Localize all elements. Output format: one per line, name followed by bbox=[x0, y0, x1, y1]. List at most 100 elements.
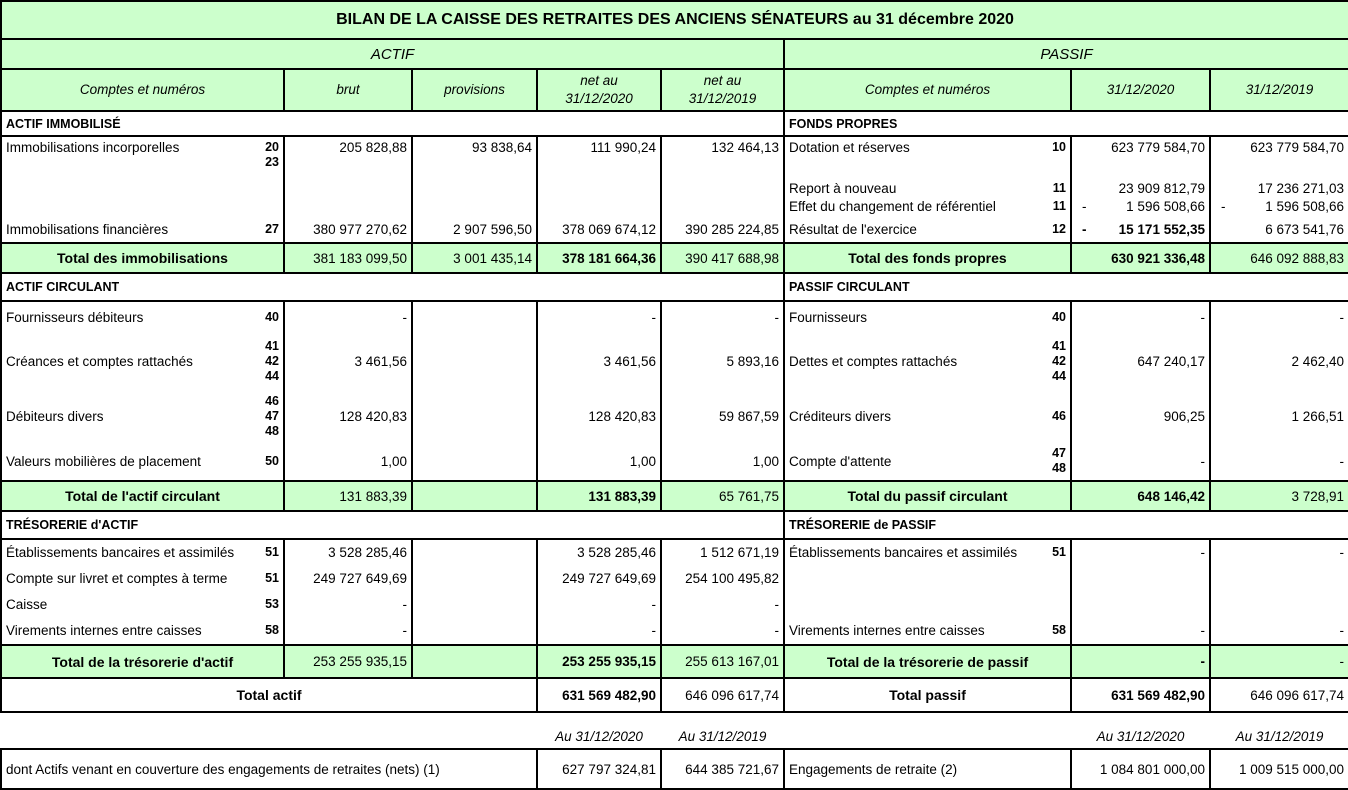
value-cell: - bbox=[1210, 301, 1348, 332]
value-cell: 1 084 801 000,00 bbox=[1071, 748, 1211, 790]
row-label: Compte sur livret et comptes à terme bbox=[6, 570, 228, 586]
value-cell: 390 417 688,98 bbox=[661, 242, 785, 274]
title-row: BILAN DE LA CAISSE DES RETRAITES DES ANC… bbox=[0, 0, 1348, 40]
value-cell: 128 420,83 bbox=[284, 390, 413, 442]
value-cell: 205 828,88 bbox=[284, 136, 413, 179]
account-codes: 11 bbox=[1052, 199, 1066, 213]
value-cell: - bbox=[284, 591, 413, 617]
row-label: Dotation et réserves bbox=[789, 140, 910, 155]
value-cell: 249 727 649,69 bbox=[284, 565, 413, 591]
value-cell: - bbox=[537, 617, 662, 645]
value-cell: - bbox=[1210, 539, 1348, 565]
row-label: Établissements bancaires et assimilés bbox=[789, 545, 1018, 560]
grand-total-row: Total actif 631 569 482,90 646 096 617,7… bbox=[0, 678, 1348, 713]
passif-header: PASSIF bbox=[784, 39, 1348, 70]
value-cell: 623 779 584,70 bbox=[1210, 136, 1348, 179]
row-label-cell: Établissements bancaires et assimilés 51 bbox=[784, 539, 1072, 565]
row-label: Fournisseurs débiteurs bbox=[6, 309, 144, 325]
value-cell: 906,25 bbox=[1071, 390, 1211, 442]
row-label: Établissements bancaires et assimilés bbox=[6, 545, 235, 560]
minus-sign: - bbox=[1082, 199, 1087, 214]
value-cell: -1 596 508,66 bbox=[1210, 197, 1348, 216]
account-codes: 40 bbox=[265, 309, 279, 324]
row-compte-sur-livret: Compte sur livret et comptes à terme 51 … bbox=[0, 565, 1348, 591]
row-label-cell: Créances et comptes rattachés 41 42 44 bbox=[0, 332, 285, 390]
value-cell: - bbox=[661, 617, 785, 645]
value-cell: 631 569 482,90 bbox=[1071, 678, 1211, 713]
value-cell: 1,00 bbox=[284, 442, 413, 481]
row-label-cell: Effet du changement de référentiel 11 bbox=[784, 197, 1072, 216]
account-codes: 12 bbox=[1052, 221, 1066, 236]
total-row-tresorerie: Total de la trésorerie d'actif 253 255 9… bbox=[0, 644, 1348, 679]
page-title: BILAN DE LA CAISSE DES RETRAITES DES ANC… bbox=[0, 0, 1348, 40]
section-header-tresorerie-passif: TRÉSORERIE de PASSIF bbox=[784, 511, 1348, 540]
minus-sign: - bbox=[1082, 221, 1087, 237]
value-cell: 3 461,56 bbox=[537, 332, 662, 390]
value-cell: - bbox=[1071, 539, 1211, 565]
row-label-cell: Dotation et réserves 10 bbox=[784, 136, 1072, 179]
col-header-2019: 31/12/2019 bbox=[1210, 69, 1348, 112]
account-codes: 20 23 bbox=[265, 140, 279, 169]
section-header-passif-circulant: PASSIF CIRCULANT bbox=[784, 273, 1348, 302]
value-cell: 1,00 bbox=[537, 442, 662, 481]
value-cell: 390 285 224,85 bbox=[661, 216, 785, 243]
col-header-comptes-actif: Comptes et numéros bbox=[0, 69, 285, 112]
row-debiteurs-crediteurs: Débiteurs divers 46 47 48 128 420,83 128… bbox=[0, 390, 1348, 442]
value-cell: - bbox=[1210, 644, 1348, 679]
row-label-cell: Caisse 53 bbox=[0, 591, 285, 617]
account-codes: 11 bbox=[1052, 180, 1066, 195]
col-header-2020: 31/12/2020 bbox=[1071, 69, 1211, 112]
total-passif-label: Total passif bbox=[784, 678, 1072, 713]
account-codes: 58 bbox=[265, 623, 279, 637]
value-cell: 378 069 674,12 bbox=[537, 216, 662, 243]
account-codes: 27 bbox=[265, 221, 279, 236]
value-cell: 381 183 099,50 bbox=[284, 242, 413, 274]
footnote-row: dont Actifs venant en couverture des eng… bbox=[0, 748, 1348, 790]
value-cell: 17 236 271,03 bbox=[1210, 179, 1348, 197]
value-cell: 131 883,39 bbox=[284, 480, 413, 512]
row-label-cell: Immobilisations incorporelles 20 23 bbox=[0, 136, 285, 179]
section-header-row: ACTIF IMMOBILISÉ FONDS PROPRES bbox=[0, 111, 1348, 137]
value-cell: - bbox=[1071, 644, 1211, 679]
value-cell: -15 171 552,35 bbox=[1071, 216, 1211, 243]
footnote-date-2019: Au 31/12/2019 bbox=[678, 729, 767, 744]
total-row-immobilisations: Total des immobilisations 381 183 099,50… bbox=[0, 242, 1348, 274]
row-immobilisations-incorporelles: Immobilisations incorporelles 20 23 205 … bbox=[0, 136, 1348, 179]
value-cell: 623 779 584,70 bbox=[1071, 136, 1211, 179]
value-cell: 254 100 495,82 bbox=[661, 565, 785, 591]
value-cell: 253 255 935,15 bbox=[537, 644, 662, 679]
row-report-a-nouveau: Report à nouveau 11 23 909 812,79 17 236… bbox=[0, 179, 1348, 197]
value-cell: - bbox=[661, 591, 785, 617]
account-codes: 46 47 48 bbox=[265, 393, 279, 438]
row-label: Valeurs mobilières de placement bbox=[6, 453, 201, 469]
value-cell: 646 092 888,83 bbox=[1210, 242, 1348, 274]
account-codes: 51 bbox=[265, 570, 279, 585]
value-cell: 3 528 285,46 bbox=[284, 539, 413, 565]
value-cell: 6 673 541,76 bbox=[1210, 216, 1348, 243]
value-cell: 380 977 270,62 bbox=[284, 216, 413, 243]
section-header-actif-immobilise: ACTIF IMMOBILISÉ bbox=[0, 111, 785, 137]
row-label: Débiteurs divers bbox=[6, 408, 104, 424]
row-label: Effet du changement de référentiel bbox=[789, 199, 996, 214]
row-label-cell: Débiteurs divers 46 47 48 bbox=[0, 390, 285, 442]
total-label: Total de la trésorerie d'actif bbox=[0, 644, 285, 679]
footnote-date-2020: Au 31/12/2020 bbox=[1096, 729, 1185, 744]
value-cell: 23 909 812,79 bbox=[1071, 179, 1211, 197]
row-label: Immobilisations incorporelles bbox=[6, 140, 180, 155]
row-label-cell: Établissements bancaires et assimilés 51 bbox=[0, 539, 285, 565]
value-cell: 5 893,16 bbox=[661, 332, 785, 390]
value-cell: 3 728,91 bbox=[1210, 480, 1348, 512]
value-cell: 3 001 435,14 bbox=[412, 242, 538, 274]
value-cell: 648 146,42 bbox=[1071, 480, 1211, 512]
value-cell: 111 990,24 bbox=[537, 136, 662, 179]
value-cell: - bbox=[1210, 442, 1348, 481]
value-cell: - bbox=[1071, 617, 1211, 645]
total-label: Total de l'actif circulant bbox=[0, 480, 285, 512]
row-creances-dettes: Créances et comptes rattachés 41 42 44 3… bbox=[0, 332, 1348, 390]
section-header-actif-circulant: ACTIF CIRCULANT bbox=[0, 273, 785, 302]
section-header-row: TRÉSORERIE d'ACTIF TRÉSORERIE de PASSIF bbox=[0, 511, 1348, 540]
col-header-brut: brut bbox=[284, 69, 413, 112]
value-cell: - bbox=[1210, 617, 1348, 645]
